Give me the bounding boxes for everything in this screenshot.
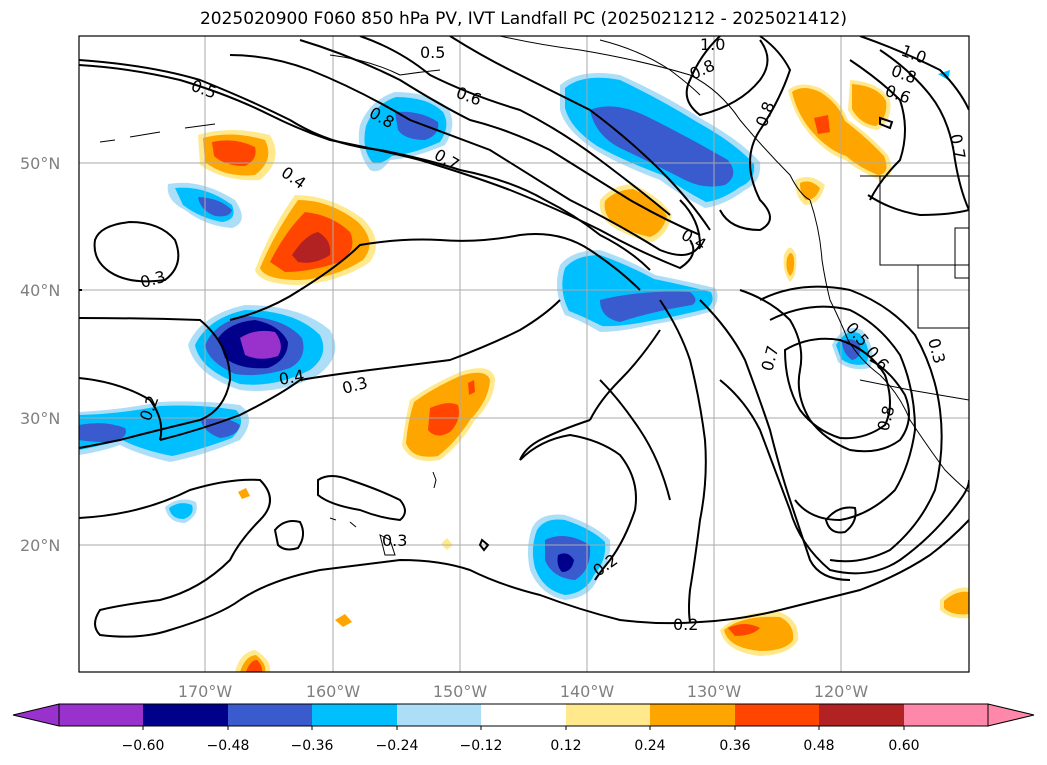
contour-label: 0.7 bbox=[946, 132, 969, 160]
positive-anomaly-region bbox=[212, 140, 256, 166]
positive-anomaly-region bbox=[944, 591, 969, 615]
positive-anomaly-region bbox=[814, 115, 830, 134]
colorbar-swatch bbox=[650, 704, 735, 726]
lat-label: 30°N bbox=[20, 409, 60, 428]
colorbar-swatch bbox=[735, 704, 820, 726]
contour-lines bbox=[79, 36, 969, 638]
lon-label: 140°W bbox=[560, 682, 615, 701]
lon-label: 120°W bbox=[814, 682, 869, 701]
contour-label: 1.0 bbox=[700, 35, 725, 54]
colorbar-swatch bbox=[566, 704, 651, 726]
colorbar-swatch bbox=[228, 704, 313, 726]
colorbar-label: 0.60 bbox=[888, 738, 919, 754]
lat-label: 40°N bbox=[20, 281, 60, 300]
map-frame bbox=[78, 35, 970, 673]
negative-anomaly-region bbox=[600, 291, 696, 322]
lat-label: 20°N bbox=[20, 536, 60, 555]
positive-anomaly-region bbox=[786, 253, 795, 276]
colorbar-swatch bbox=[481, 704, 566, 726]
contour-label: 0.5 bbox=[420, 43, 445, 62]
negative-anomaly-region bbox=[590, 106, 734, 187]
positive-anomaly-region bbox=[238, 488, 250, 499]
positive-anomaly-region bbox=[335, 614, 352, 627]
colorbar-swatch bbox=[143, 704, 228, 726]
contour-label: 0.3 bbox=[382, 531, 407, 550]
positive-anomaly-region bbox=[441, 538, 453, 550]
colorbar: −0.60 −0.48 −0.36 −0.24 −0.12 0.12 0.24 … bbox=[12, 703, 1035, 754]
colorbar-swatch bbox=[59, 704, 144, 726]
colorbar-label: −0.36 bbox=[291, 738, 334, 754]
contour-label: 0.2 bbox=[673, 615, 698, 634]
colorbar-high-extend bbox=[987, 703, 1035, 727]
colorbar-swatch bbox=[904, 704, 989, 726]
lon-label: 160°W bbox=[306, 682, 361, 701]
positive-anomaly-region bbox=[800, 181, 820, 200]
positive-anomaly-region bbox=[246, 660, 263, 672]
lon-label: 130°W bbox=[687, 682, 742, 701]
negative-anomaly-region bbox=[842, 339, 861, 360]
colorbar-swatch bbox=[397, 704, 482, 726]
graticule bbox=[79, 36, 969, 672]
negative-anomaly-region bbox=[200, 417, 240, 438]
colorbar-swatch bbox=[819, 704, 904, 726]
map-plot-area: 0.5 0.5 0.6 1.0 0.8 1.0 0.8 0.6 0.8 0.7 … bbox=[79, 35, 969, 672]
negative-anomaly-region bbox=[395, 111, 439, 140]
positive-anomaly-region bbox=[852, 84, 887, 126]
colorbar-label: 0.48 bbox=[803, 738, 834, 754]
negative-anomaly-region bbox=[557, 553, 574, 572]
negative-anomaly-region bbox=[198, 197, 232, 217]
colorbar-label: 0.36 bbox=[719, 738, 750, 754]
colorbar-label: 0.24 bbox=[634, 738, 665, 754]
latitude-labels: 50°N 40°N 30°N 20°N bbox=[20, 154, 60, 555]
colorbar-low-extend bbox=[12, 703, 60, 727]
lon-label: 150°W bbox=[433, 682, 488, 701]
colorbar-label: −0.48 bbox=[207, 738, 250, 754]
colorbar-label: 0.12 bbox=[550, 738, 581, 754]
positive-anomaly-region bbox=[292, 232, 331, 263]
negative-anomaly-region bbox=[169, 503, 193, 519]
positive-anomaly-region bbox=[792, 88, 887, 175]
colorbar-label: −0.24 bbox=[376, 738, 419, 754]
lat-label: 50°N bbox=[20, 154, 60, 173]
colorbar-swatch bbox=[312, 704, 397, 726]
positive-anomaly-region bbox=[728, 624, 760, 636]
positive-anomaly-region bbox=[428, 403, 459, 436]
negative-anomaly-region bbox=[562, 255, 713, 327]
contour-label: 0.4 bbox=[277, 366, 305, 389]
negative-anomaly-region bbox=[240, 330, 281, 359]
longitude-labels: 170°W 160°W 150°W 140°W 130°W 120°W bbox=[178, 682, 869, 701]
positive-anomaly-region bbox=[468, 380, 475, 395]
negative-anomaly-region bbox=[79, 423, 126, 442]
lon-label: 170°W bbox=[178, 682, 233, 701]
colorbar-label: −0.12 bbox=[460, 738, 503, 754]
map-title: 2025020900 F060 850 hPa PV, IVT Landfall… bbox=[199, 9, 847, 29]
colorbar-label: −0.60 bbox=[122, 738, 165, 754]
